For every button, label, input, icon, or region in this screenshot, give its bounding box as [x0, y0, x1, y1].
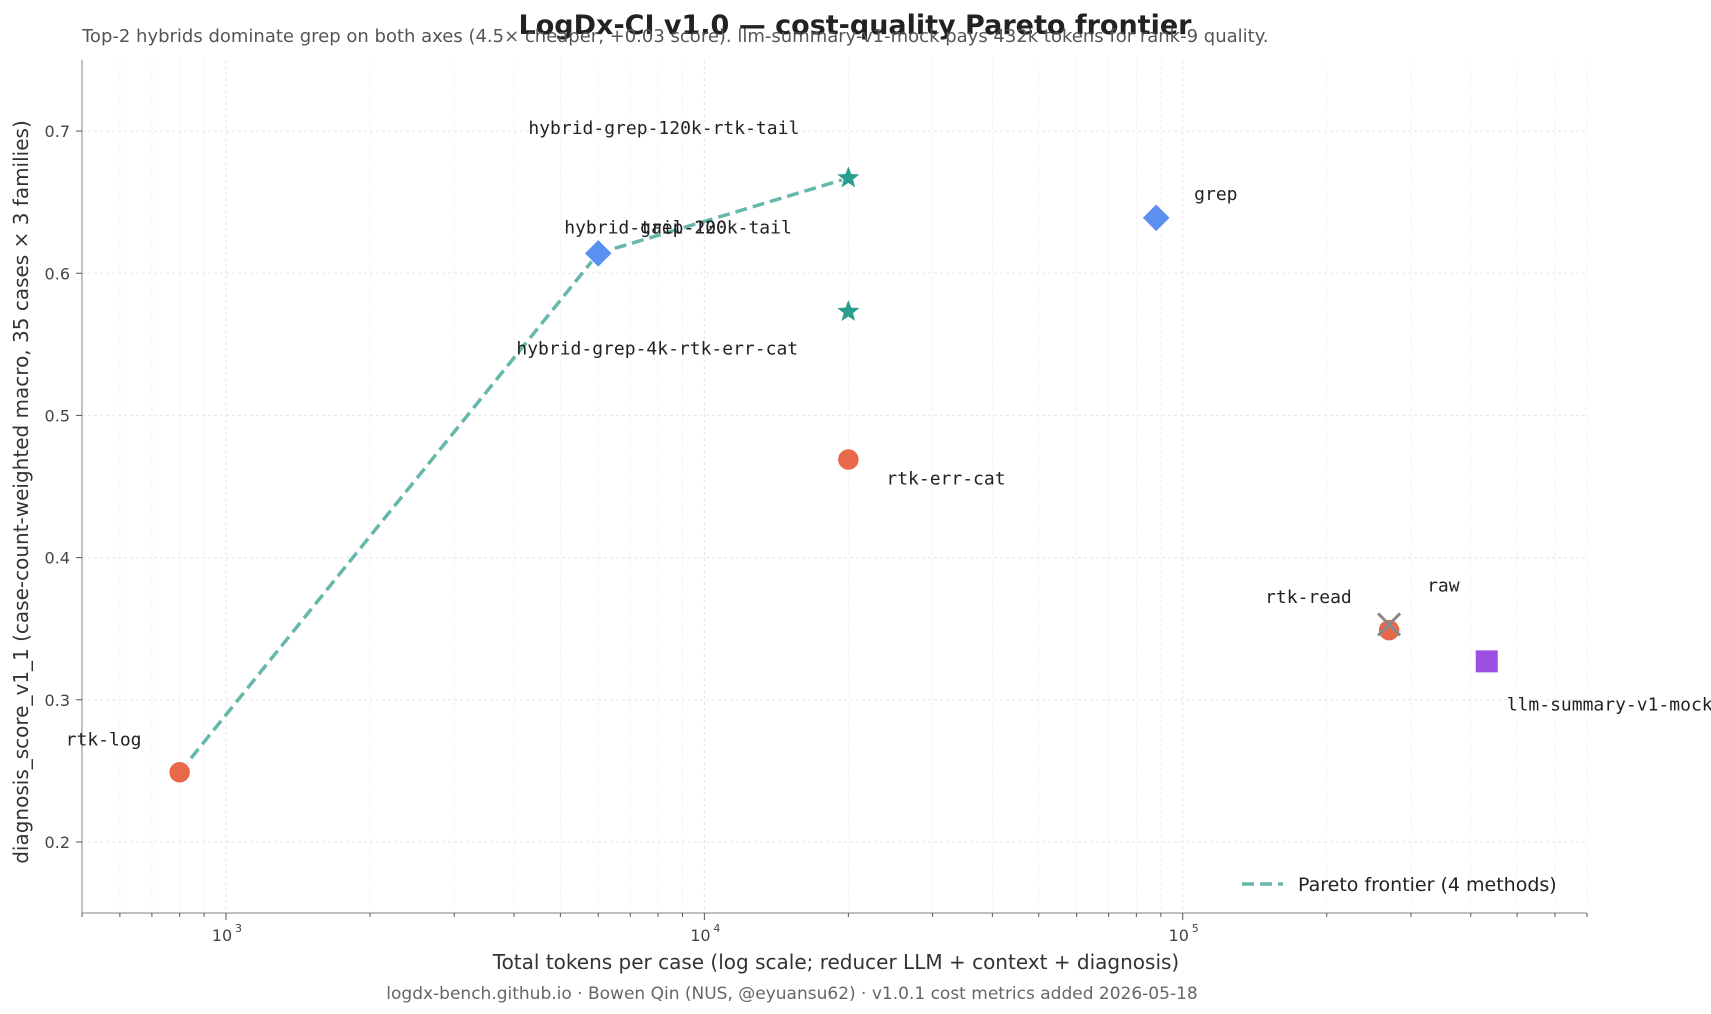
point-raw-stroke	[1377, 612, 1402, 637]
y-tick-label: 0.6	[45, 264, 70, 283]
point-labels: rtk-log hybrid-grep-120k-rtk-tail hybrid-g…	[66, 118, 1711, 750]
y-tick-label: 0.2	[45, 833, 70, 852]
chart-title: LogDx-CI v1.0 — cost-quality Pareto fron…	[519, 10, 1193, 41]
point-hybrid-grep-4k-rtk-err-cat	[834, 297, 863, 324]
legend: Pareto frontier (4 methods)	[1242, 874, 1557, 896]
point-rtk-log	[167, 760, 192, 785]
y-tick-label: 0.5	[45, 406, 70, 425]
ticks: 0.20.30.40.50.60.710 3 10 4 10 5	[45, 122, 1588, 945]
data-points	[167, 163, 1498, 785]
point-tail-200	[583, 238, 613, 269]
point-hybrid-grep-120k-rtk-tail	[834, 163, 863, 190]
x-tick-exponent: 5	[1192, 922, 1199, 935]
x-tick-label: 10	[1169, 926, 1189, 945]
y-tick-label: 0.4	[45, 549, 70, 568]
grid	[81, 60, 1588, 913]
label-llm-summary-v1-mock: llm-summary-v1-mock	[1507, 694, 1711, 715]
label-hybrid-grep-4k-rtk-err-cat: hybrid-grep-4k-rtk-err-cat	[516, 339, 798, 360]
label-hybrid-grep-120k-rtk-tail: hybrid-grep-120k-rtk-tail	[528, 118, 799, 139]
point-rtk-err-cat	[836, 447, 861, 472]
label-grep: grep	[1194, 184, 1237, 205]
x-tick-exponent: 4	[713, 922, 720, 935]
point-grep	[1141, 203, 1171, 233]
label-tail-200: tail-200	[640, 217, 727, 238]
legend-frontier-label: Pareto frontier (4 methods)	[1298, 874, 1557, 896]
x-tick-label: 10	[690, 926, 710, 945]
point-llm-summary-v1-mock	[1475, 650, 1498, 673]
chart-subtitle: Top-2 hybrids dominate grep on both axes…	[81, 26, 1269, 47]
axes	[81, 60, 1587, 914]
x-axis-label: Total tokens per case (log scale; reduce…	[492, 950, 1179, 974]
y-tick-label: 0.3	[45, 691, 70, 710]
label-rtk-log: rtk-log	[66, 729, 142, 750]
y-axis-label: diagnosis_score_v1_1 (case-count-weighte…	[9, 120, 33, 864]
y-tick-label: 0.7	[45, 122, 70, 141]
label-rtk-read: rtk-read	[1265, 587, 1352, 608]
label-rtk-err-cat: rtk-err-cat	[886, 468, 1005, 489]
label-hybrid-grep-120k-tail: hybrid-grep-120k-tail	[564, 217, 792, 238]
point-rtk-read	[1377, 618, 1401, 642]
x-tick-exponent: 3	[235, 922, 242, 935]
point-raw	[1377, 612, 1402, 637]
label-raw: raw	[1427, 575, 1460, 596]
x-tick-label: 10	[212, 926, 232, 945]
footer-credits: logdx-bench.github.io · Bowen Qin (NUS, …	[386, 984, 1197, 1004]
